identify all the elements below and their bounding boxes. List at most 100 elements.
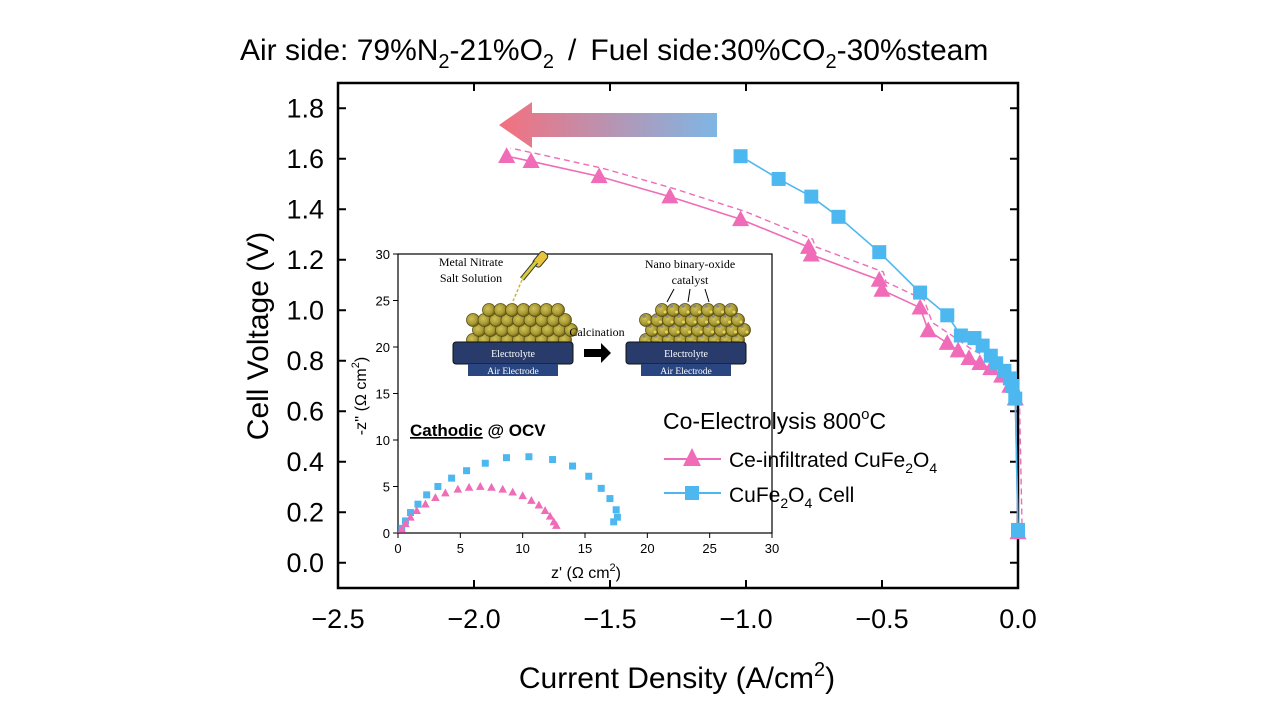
x-tick-label: −1.0 xyxy=(719,604,772,634)
y-tick-label: 0.8 xyxy=(286,346,324,376)
electrode-particle xyxy=(666,303,681,317)
catalyst-particle xyxy=(715,304,720,308)
catalyst-particle xyxy=(665,330,668,334)
schematic-after: Nano binary-oxide catalyst Electrolyte A… xyxy=(625,257,751,377)
electrode-particle xyxy=(689,303,704,317)
legend: Co-Electrolysis 800oC Ce-infiltrated CuF… xyxy=(663,406,937,511)
inset-data-point xyxy=(463,467,471,475)
catalyst-particle xyxy=(699,330,703,334)
inset-plot-frame xyxy=(397,253,773,534)
data-point xyxy=(960,349,978,365)
y-tick-label: 1.0 xyxy=(286,295,324,325)
inset-x-tick-label: 0 xyxy=(394,541,401,556)
calcination-arrow-icon xyxy=(584,343,611,363)
electrode-particle xyxy=(482,303,496,317)
direction-arrow xyxy=(499,102,717,148)
catalyst-particle xyxy=(727,304,731,308)
data-point xyxy=(953,328,968,343)
x-tick-label: −1.5 xyxy=(583,604,636,634)
y-tick-label: 0.2 xyxy=(286,497,324,527)
catalyst-particle xyxy=(732,310,736,314)
inset-x-tick-label: 5 xyxy=(457,541,464,556)
inset-data-point xyxy=(502,454,510,462)
data-point xyxy=(940,308,955,323)
electrode-particle xyxy=(516,303,531,317)
air-electrode-layer-before xyxy=(468,364,558,376)
electrode-particle xyxy=(551,303,565,317)
y-tick-label: 1.2 xyxy=(286,245,324,275)
data-point xyxy=(804,189,819,204)
catalyst-particle xyxy=(716,320,720,324)
y-tick-label: 0.0 xyxy=(286,548,324,578)
data-point xyxy=(949,341,967,358)
inset-y-tick-label: 25 xyxy=(376,294,390,309)
data-point xyxy=(522,152,540,169)
inset-y-tick-label: 10 xyxy=(376,433,390,448)
catalyst-particle xyxy=(686,310,690,314)
inset-y-tick-labels: 0 5 10 15 20 25 30 xyxy=(376,247,390,541)
inset-data-point xyxy=(612,506,620,514)
catalyst-particle xyxy=(711,330,714,334)
data-point xyxy=(661,187,679,204)
x-tick-label: 0.0 xyxy=(999,604,1037,634)
legend-marker-square xyxy=(685,486,699,500)
catalyst-particle xyxy=(653,314,658,318)
legend-heading: Co-Electrolysis 800oC xyxy=(663,406,886,434)
catalyst-particle xyxy=(642,334,646,338)
inset-data-point xyxy=(508,487,517,496)
inset-data-point xyxy=(613,513,621,521)
inset-series-group xyxy=(397,453,621,533)
catalyst-particle xyxy=(704,304,708,308)
inset-y-tick-label: 30 xyxy=(376,247,390,262)
inset-data-point xyxy=(525,453,533,461)
legend-item-cufe2o4-cell: CuFe2O4 Cell xyxy=(664,484,854,511)
catalyst-particle xyxy=(722,330,726,334)
y-tick-label: 0.6 xyxy=(286,396,324,426)
x-tick-label: −0.5 xyxy=(855,604,908,634)
catalyst-particle xyxy=(692,304,697,308)
inset-x-tick-label: 25 xyxy=(702,541,716,556)
electrode-particle xyxy=(678,303,692,317)
inset-data-point xyxy=(397,524,407,533)
inset-y-tick-label: 20 xyxy=(376,340,390,355)
inset-data-point xyxy=(498,484,507,493)
inset-data-point xyxy=(406,509,414,517)
air-electrode-label-after: Air Electrode xyxy=(660,367,711,377)
inset-data-point xyxy=(448,474,456,482)
main-x-tick-labels: −2.5 −2.0 −1.5 −1.0 −0.5 0.0 xyxy=(311,604,1036,634)
salt-solution-label: Salt Solution xyxy=(440,271,502,285)
legend-item-ce-infiltrated: Ce-infiltrated CuFe2O4 xyxy=(664,448,937,476)
inset-axis-ticks xyxy=(393,253,773,538)
data-point xyxy=(938,334,956,350)
electrode-particle xyxy=(539,303,554,317)
catalyst-particle xyxy=(682,320,685,324)
data-point xyxy=(1008,391,1023,406)
catalyst-particle xyxy=(681,304,685,308)
inset-data-point xyxy=(441,488,450,497)
chart-title: Air side: 79%N2-21%O2/Fuel side:30%CO2-3… xyxy=(240,34,988,73)
main-axis-ticks xyxy=(337,83,1019,588)
inset-data-point xyxy=(487,482,496,491)
electrode-particle xyxy=(701,303,715,317)
catalyst-particle xyxy=(658,304,662,308)
inset-y-tick-label: 0 xyxy=(383,526,390,541)
y-tick-label: 1.8 xyxy=(286,93,324,123)
data-point xyxy=(872,245,887,260)
inset-data-point xyxy=(481,459,489,467)
data-point xyxy=(919,321,937,338)
catalyst-particle xyxy=(728,320,731,324)
inset-data-point xyxy=(545,511,555,520)
catalyst-particle xyxy=(659,320,662,324)
data-point xyxy=(498,147,516,163)
x-tick-label: −2.5 xyxy=(311,604,364,634)
electrolyte-label-before: Electrolyte xyxy=(491,349,535,360)
legend-marker-triangle xyxy=(683,448,701,466)
data-point xyxy=(800,238,818,254)
data-point xyxy=(913,285,928,300)
electrode-particle xyxy=(639,313,653,327)
air-electrode-label-before: Air Electrode xyxy=(487,367,538,377)
catalyst-particle xyxy=(721,310,724,314)
catalyst-particle xyxy=(669,304,674,308)
catalyst-particle xyxy=(642,314,646,318)
x-tick-label: −2.0 xyxy=(447,604,500,634)
